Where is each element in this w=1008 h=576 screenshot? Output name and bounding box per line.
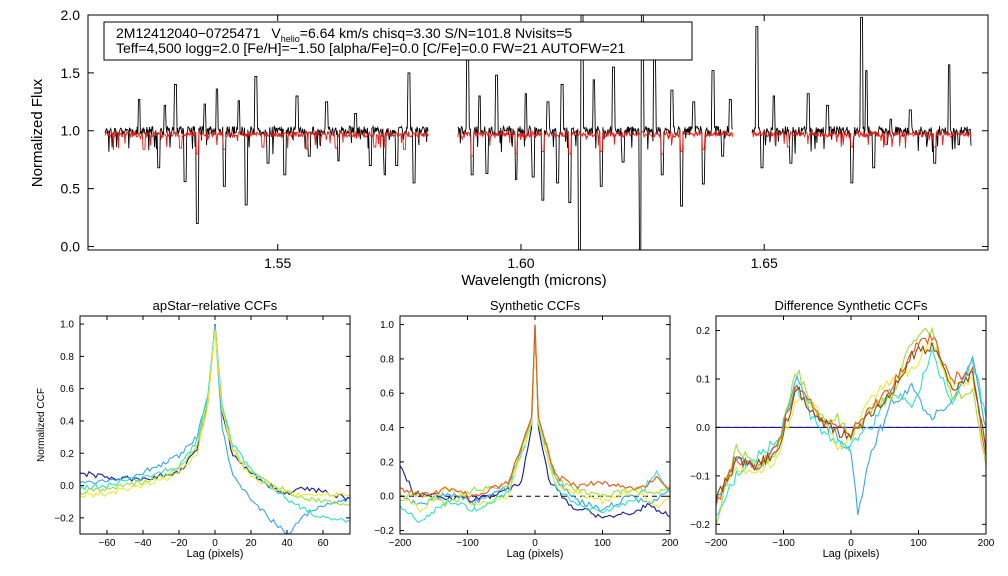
x-tick-label: 100 <box>910 538 927 549</box>
annotation-helio-subscript: helio <box>281 34 300 44</box>
ccf-synthetic-data-layer <box>399 324 671 523</box>
y-tick-label: 0.2 <box>380 457 394 468</box>
x-tick-label: 60 <box>317 538 329 549</box>
y-tick-label: 0.8 <box>60 352 74 363</box>
ccf-series-line <box>399 324 671 499</box>
ccf-series-line <box>715 342 987 501</box>
ccf-series-line <box>79 330 351 499</box>
ccf-series-line <box>79 325 351 523</box>
ccf-series-line <box>715 326 987 526</box>
spectrum-ticks: 1.55 1.60 1.65 0.0 0.5 1.0 1.5 2.0 <box>61 7 988 271</box>
x-tick-label: −100 <box>456 538 479 549</box>
annotation-line-2: Teff=4,500 logg=2.0 [Fe/H]=−1.50 [alpha/… <box>116 40 625 56</box>
spectrum-model-line <box>457 129 734 157</box>
spectrum-panel: 1.55 1.60 1.65 0.0 0.5 1.0 1.5 2.0 Wavelength (… <box>29 7 989 289</box>
y-tick-label: 1.0 <box>380 320 394 331</box>
ccf-series-line <box>79 324 351 502</box>
y-tick-label: 0.0 <box>60 481 74 492</box>
x-tick-label: 1.55 <box>264 255 291 271</box>
x-tick-label: 1.60 <box>507 255 534 271</box>
x-tick-label: 200 <box>662 538 679 549</box>
y-tick-label: 0.1 <box>696 374 710 385</box>
ccf-apstar-x-label: Lag (pixels) <box>187 548 244 560</box>
y-tick-label: −0.2 <box>690 520 710 531</box>
y-tick-label: −0.1 <box>690 471 710 482</box>
y-tick-label: 0.4 <box>380 423 394 434</box>
annotation-v-symbol: V <box>271 25 281 41</box>
y-tick-label: 0.2 <box>60 449 74 460</box>
x-tick-label: 100 <box>594 538 611 549</box>
y-tick-label: 1.0 <box>60 320 74 331</box>
x-tick-label: 0 <box>212 538 218 549</box>
spectrum-x-label: Wavelength (microns) <box>461 272 606 289</box>
ccf-diff-title: Difference Synthetic CCFs <box>775 298 928 313</box>
y-tick-label: 0.6 <box>60 384 74 395</box>
x-tick-label: −200 <box>389 538 412 549</box>
ccf-series-line <box>399 329 671 513</box>
x-tick-label: −40 <box>135 538 152 549</box>
x-tick-label: 1.65 <box>751 255 778 271</box>
y-tick-label: −0.2 <box>374 526 394 537</box>
y-tick-label: 0.4 <box>60 416 74 427</box>
ccf-synthetic-panel: −200 −100 0 100 200 −0.2 0.0 0.2 0.4 0.6 0.8 1.0 Sy… <box>374 298 679 560</box>
spectrum-observed-line <box>751 16 972 184</box>
x-tick-label: −200 <box>705 538 728 549</box>
ccf-apstar-panel: −60 −40 −20 0 20 40 60 −0.2 0.0 0.2 0.4 0.6 0.8 1.0 a… <box>36 298 351 560</box>
annotation-line-1: 2M12412040−0725471 Vhelio=6.64 km/s chisq… <box>116 25 572 44</box>
spectrum-data-layer <box>104 14 972 251</box>
x-tick-label: 40 <box>281 538 293 549</box>
x-tick-label: −100 <box>772 538 795 549</box>
spectrum-observed-line <box>457 14 733 251</box>
ccf-diff-axes-frame <box>715 315 987 535</box>
x-tick-label: 0 <box>848 538 854 549</box>
y-tick-label: 0.0 <box>61 238 81 254</box>
ccf-synthetic-ticks: −200 −100 0 100 200 −0.2 0.0 0.2 0.4 0.6 0.8 1.0 <box>374 316 679 549</box>
spectrum-axes-frame <box>87 14 989 251</box>
ccf-series-line <box>399 327 671 513</box>
spectrum-y-label: Normalized Flux <box>29 78 46 187</box>
ccf-series-line <box>715 332 987 506</box>
annotation-star-id: 2M12412040−0725471 <box>116 25 261 41</box>
y-tick-label: 0.2 <box>696 326 710 337</box>
x-tick-label: 20 <box>245 538 257 549</box>
y-tick-label: 0.0 <box>696 423 710 434</box>
x-tick-label: 200 <box>978 538 995 549</box>
ccf-series-line <box>79 328 351 506</box>
x-tick-label: −20 <box>171 538 188 549</box>
ccf-diff-x-label: Lag (pixels) <box>823 548 880 560</box>
y-tick-label: 1.5 <box>61 65 81 81</box>
ccf-synthetic-x-label: Lag (pixels) <box>507 548 564 560</box>
y-tick-label: −0.2 <box>54 513 74 524</box>
y-tick-label: 2.0 <box>61 7 81 23</box>
ccf-synthetic-axes-frame <box>399 315 671 535</box>
ccf-synthetic-title: Synthetic CCFs <box>490 298 581 313</box>
spectrum-observed-line <box>104 72 429 224</box>
spectrum-model-line <box>751 129 972 149</box>
y-tick-label: 0.8 <box>380 354 394 365</box>
y-tick-label: 0.5 <box>61 181 81 197</box>
y-tick-label: 0.6 <box>380 389 394 400</box>
x-tick-label: −60 <box>99 538 116 549</box>
ccf-apstar-title: apStar−relative CCFs <box>153 298 278 313</box>
ccf-apstar-y-label: Normalized CCF <box>36 388 47 462</box>
ccf-apstar-data-layer <box>79 324 351 535</box>
annotation-rv-stats: =6.64 km/s chisq=3.30 S/N=101.8 Nvisits=… <box>300 25 573 41</box>
ccf-series-line <box>399 327 671 508</box>
ccf-series-line <box>715 347 987 516</box>
y-tick-label: 0.0 <box>380 492 394 503</box>
annotation-frame <box>103 21 693 61</box>
spectrum-annotation-box: 2M12412040−0725471 Vhelio=6.64 km/s chisq… <box>103 21 693 61</box>
ccf-diff-ticks: −200 −100 0 100 200 −0.2 −0.1 0.0 0.1 0.2 <box>690 316 995 549</box>
ccf-series-line <box>399 324 671 519</box>
y-tick-label: 1.0 <box>61 123 81 139</box>
spectrum-model-line <box>104 129 429 155</box>
ccf-apstar-ticks: −60 −40 −20 0 20 40 60 −0.2 0.0 0.2 0.4 0.6 0.8 1.0 <box>54 316 350 549</box>
ccf-diff-panel: −200 −100 0 100 200 −0.2 −0.1 0.0 0.1 0.2 Differe… <box>690 298 995 560</box>
x-tick-label: 0 <box>532 538 538 549</box>
ccf-series-line <box>79 327 351 535</box>
ccf-diff-data-layer <box>715 326 987 526</box>
